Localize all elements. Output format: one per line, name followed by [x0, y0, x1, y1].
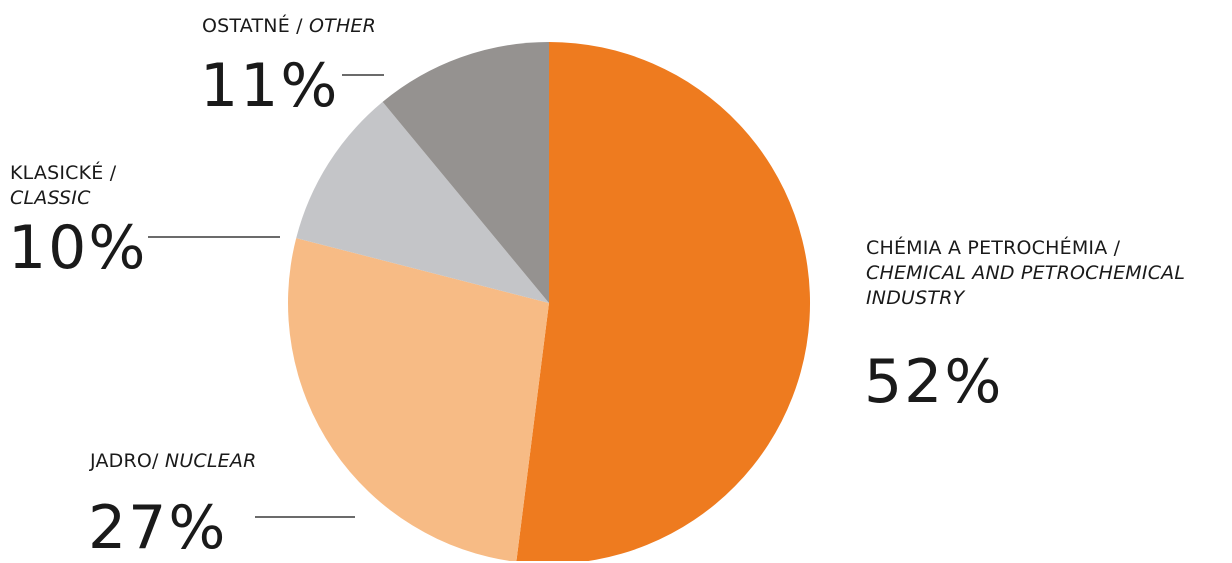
pie-slice-other	[382, 42, 549, 303]
nuclear-label-sk: JADRO/	[90, 450, 159, 472]
classic-label: KLASICKÉ / CLASSIC	[10, 161, 116, 211]
other-percent: 11%	[200, 51, 340, 121]
other-leader-line	[342, 74, 384, 76]
other-label-en: OTHER	[308, 15, 377, 37]
classic-label-sk: KLASICKÉ /	[10, 162, 117, 184]
other-label: OSTATNÉ / OTHER	[202, 14, 376, 39]
classic-label-en: CLASSIC	[10, 187, 91, 209]
chem-label: CHÉMIA A PETROCHÉMIA / CHEMICAL AND PETR…	[866, 236, 1185, 311]
classic-leader-line	[148, 236, 280, 238]
nuclear-percent: 27%	[88, 493, 228, 563]
pie-slice-chem	[516, 42, 810, 561]
other-label-sk: OSTATNÉ /	[202, 15, 303, 37]
classic-percent: 10%	[8, 213, 148, 283]
nuclear-label-en: NUCLEAR	[164, 450, 257, 472]
chem-label-en-line2: INDUSTRY	[866, 287, 965, 309]
chem-percent: 52%	[864, 347, 1004, 417]
chem-label-en-line1: CHEMICAL AND PETROCHEMICAL	[866, 262, 1186, 284]
pie-slice-nuclear	[288, 238, 549, 561]
nuclear-leader-line	[255, 516, 355, 518]
pie-slice-classic	[296, 101, 549, 304]
chem-label-sk: CHÉMIA A PETROCHÉMIA /	[866, 237, 1121, 259]
pie-slices	[288, 42, 810, 561]
nuclear-label: JADRO/ NUCLEAR	[90, 449, 256, 474]
